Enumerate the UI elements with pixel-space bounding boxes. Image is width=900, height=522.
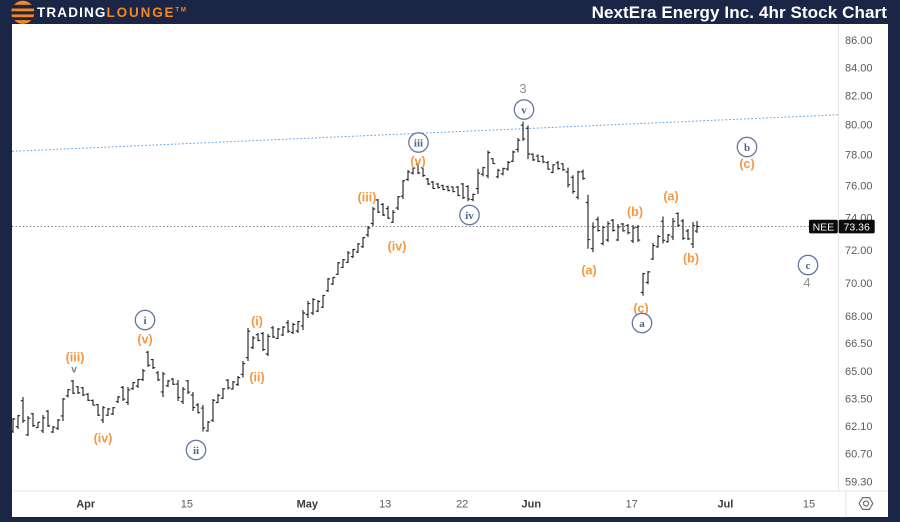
svg-text:63.50: 63.50 (845, 393, 873, 405)
svg-text:59.30: 59.30 (845, 476, 873, 488)
svg-text:i: i (143, 315, 146, 327)
svg-text:v: v (521, 104, 527, 116)
svg-text:65.00: 65.00 (845, 366, 873, 378)
svg-text:iv: iv (465, 210, 474, 222)
svg-text:70.00: 70.00 (845, 278, 873, 290)
svg-text:(iii): (iii) (358, 190, 377, 204)
svg-text:72.00: 72.00 (845, 245, 873, 257)
svg-text:76.00: 76.00 (845, 180, 873, 192)
svg-text:66.50: 66.50 (845, 338, 873, 350)
svg-text:15: 15 (803, 498, 815, 510)
svg-text:a: a (639, 318, 645, 330)
svg-text:(ii): (ii) (249, 370, 264, 384)
svg-text:(i): (i) (251, 314, 263, 328)
svg-text:b: b (744, 142, 750, 154)
svg-text:(c): (c) (739, 157, 754, 171)
svg-text:iii: iii (414, 137, 423, 149)
svg-text:82.00: 82.00 (845, 90, 873, 102)
svg-text:62.10: 62.10 (845, 421, 873, 433)
svg-text:NEE: NEE (813, 222, 835, 234)
svg-text:(b): (b) (683, 251, 699, 265)
svg-text:3: 3 (519, 81, 526, 96)
svg-text:Jun: Jun (522, 498, 542, 510)
svg-text:(a): (a) (581, 263, 596, 277)
svg-text:13: 13 (379, 498, 391, 510)
svg-text:(c): (c) (633, 301, 648, 315)
svg-text:(a): (a) (663, 189, 678, 203)
svg-text:Jul: Jul (717, 498, 733, 510)
svg-text:22: 22 (456, 498, 468, 510)
svg-text:(v): (v) (137, 332, 152, 346)
svg-text:(iv): (iv) (94, 431, 113, 445)
svg-text:4: 4 (803, 275, 810, 290)
svg-text:86.00: 86.00 (845, 35, 873, 47)
svg-text:ii: ii (193, 445, 199, 457)
svg-text:May: May (297, 498, 319, 510)
svg-text:Apr: Apr (76, 498, 96, 510)
svg-text:80.00: 80.00 (845, 119, 873, 131)
svg-text:78.00: 78.00 (845, 149, 873, 161)
svg-text:68.00: 68.00 (845, 311, 873, 323)
svg-text:(v): (v) (410, 154, 425, 168)
svg-text:17: 17 (626, 498, 638, 510)
svg-text:73.36: 73.36 (844, 222, 870, 234)
svg-text:(iv): (iv) (388, 239, 407, 253)
svg-text:c: c (806, 260, 811, 272)
svg-text:(b): (b) (627, 205, 643, 219)
svg-text:v: v (71, 364, 77, 375)
svg-text:(iii): (iii) (66, 350, 85, 364)
svg-text:84.00: 84.00 (845, 62, 873, 74)
svg-text:60.70: 60.70 (845, 448, 873, 460)
svg-text:15: 15 (181, 498, 193, 510)
